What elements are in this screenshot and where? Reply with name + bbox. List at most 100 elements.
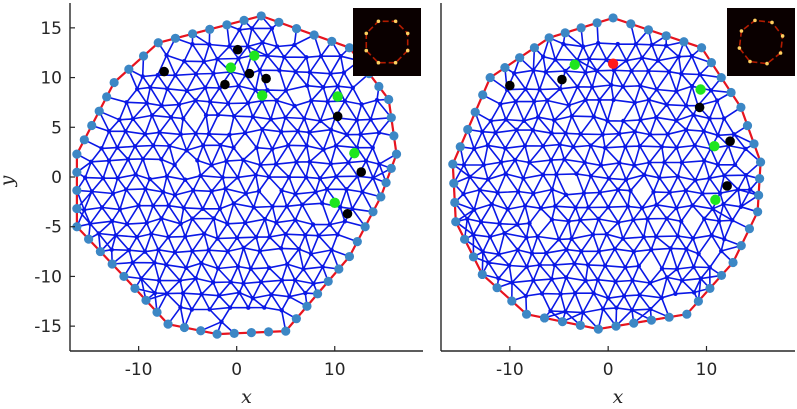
mesh-node [668, 246, 673, 251]
mesh-node [678, 219, 684, 224]
boundary-node [460, 234, 470, 244]
mesh-node [562, 157, 567, 162]
mesh-node [172, 192, 178, 198]
mesh-node [647, 280, 653, 286]
mesh-node [691, 112, 696, 117]
boundary-node [449, 178, 459, 188]
mesh-node [177, 278, 183, 283]
mesh-node [647, 132, 653, 137]
mesh-node [344, 132, 350, 137]
mesh-node [236, 83, 241, 89]
mesh-node [577, 217, 583, 223]
mesh-node [646, 97, 652, 102]
inset-spot [364, 48, 369, 53]
mesh-node [166, 203, 171, 208]
mesh-node [148, 85, 153, 90]
mesh-node [481, 162, 486, 168]
mesh-node [316, 233, 321, 238]
mesh-node [674, 266, 680, 272]
mesh-node [313, 189, 318, 195]
boundary-node [693, 296, 703, 306]
mesh-node [659, 295, 664, 301]
boundary-node [529, 43, 540, 53]
mesh-node [270, 204, 275, 209]
mesh-node [598, 163, 604, 168]
mesh-node [304, 83, 310, 88]
boundary-node [263, 327, 274, 337]
mesh-node [159, 103, 164, 108]
mesh-node [110, 191, 116, 196]
mesh-node [575, 84, 580, 90]
boundary-node [544, 33, 554, 43]
mesh-node [596, 216, 601, 222]
mesh-node [265, 87, 270, 93]
mesh-node [693, 177, 698, 183]
boundary-node [187, 29, 198, 39]
mesh-node [548, 157, 554, 163]
black-point [722, 181, 732, 191]
mesh-node [716, 218, 722, 224]
inset-spot [737, 46, 742, 50]
mesh-node [278, 246, 284, 251]
boundary-node [521, 309, 532, 319]
highlight-points [505, 58, 735, 206]
mesh-node [641, 234, 646, 240]
boundary-node [152, 307, 162, 317]
mesh-node [540, 172, 546, 177]
mesh-node [183, 234, 188, 239]
mesh-node [287, 294, 292, 299]
mesh-node [561, 41, 566, 47]
mesh-node [743, 172, 749, 178]
mesh-node [515, 189, 521, 194]
mesh-node [527, 221, 532, 226]
mesh-node [639, 205, 645, 211]
mesh-node [235, 264, 241, 269]
mesh-node [253, 87, 258, 93]
mesh-node [321, 147, 326, 152]
mesh-node [606, 176, 611, 181]
mesh-node [219, 319, 224, 325]
mesh-node [293, 217, 298, 223]
mesh-node [673, 291, 678, 296]
mesh-node [498, 101, 503, 107]
mesh-node [377, 161, 382, 167]
mesh-node [642, 172, 647, 178]
mesh-node [136, 203, 141, 208]
boundary-node [229, 328, 239, 338]
mesh-node [675, 233, 680, 239]
y-tick-label: -15 [34, 317, 62, 337]
mesh-node [521, 118, 527, 123]
mesh-node [253, 172, 258, 178]
mesh-node [346, 160, 351, 165]
mesh-node [157, 130, 162, 135]
mesh-node [552, 117, 557, 123]
mesh-node [605, 118, 610, 124]
x-tick-label: 0 [231, 360, 242, 380]
mesh-node [675, 174, 681, 179]
boundary-node [389, 131, 399, 141]
boundary-node [84, 234, 94, 244]
mesh-node [531, 191, 536, 196]
mesh-node [294, 159, 299, 165]
boundary-node [291, 314, 301, 324]
mesh-node [183, 265, 189, 270]
boundary-node [664, 312, 674, 322]
boundary-node [736, 241, 746, 251]
mesh-node [623, 265, 628, 270]
mesh-node [342, 98, 348, 104]
mesh-node [583, 70, 588, 75]
mesh-node [503, 146, 508, 151]
boundary-node [754, 190, 764, 200]
boundary-node [368, 207, 378, 217]
mesh-node [150, 203, 156, 208]
mesh-node [292, 42, 297, 48]
mesh-node [320, 264, 325, 270]
mesh-node [328, 71, 333, 76]
mesh-node [325, 99, 330, 104]
mesh-node [623, 177, 629, 182]
black-point [332, 111, 343, 122]
mesh-node [167, 143, 172, 149]
mesh-node [152, 260, 157, 265]
mesh-node [721, 173, 727, 178]
